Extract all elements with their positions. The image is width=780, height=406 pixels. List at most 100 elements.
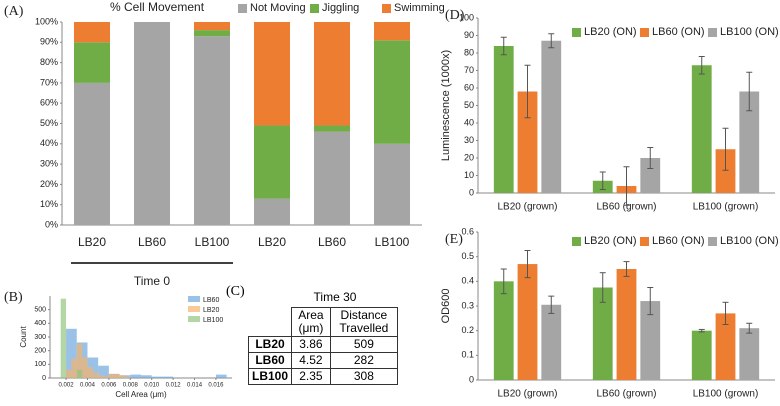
y-tick-label: 0.3 (461, 300, 474, 310)
table-panel: (C) Time 30 Area (μm) Distance Travelled L… (226, 284, 400, 385)
x-tick-label: LB100 (195, 235, 230, 249)
table-cell: LB20 (247, 336, 293, 353)
y-tick-label: 80 (464, 47, 474, 57)
histogram-bar (114, 373, 120, 378)
y-tick-label: 50% (40, 118, 58, 128)
table-cell: 4.52 (291, 352, 331, 369)
table: Area (μm) Distance Travelled LB20 3.86 509 LB… (247, 307, 399, 385)
histogram-bar (215, 374, 227, 378)
y-tick-label: 70 (464, 65, 474, 75)
legend-label: LB60 (203, 297, 219, 304)
y-tick-label: 0% (45, 219, 58, 229)
bar (616, 269, 637, 380)
y-tick-label: 60 (464, 82, 474, 92)
table-cell: 509 (329, 336, 399, 353)
histogram-bar (66, 369, 72, 378)
bar-segment (314, 125, 350, 132)
y-tick-label: 0.2 (461, 325, 474, 335)
bar-segment (254, 198, 290, 225)
legend-label: LB20 (ON) (584, 235, 637, 247)
legend-swatch (572, 237, 581, 246)
x-tick-label: LB20 (258, 235, 286, 249)
legend-swatch (188, 306, 200, 312)
histogram-bar (66, 328, 77, 378)
legend-label: Jiggling (322, 2, 359, 14)
legend-label: LB100 (203, 317, 223, 324)
legend-label: Not Moving (250, 2, 306, 14)
table-cell (248, 307, 293, 337)
x-tick-label: 0.012 (166, 383, 182, 389)
legend-swatch (572, 28, 581, 37)
legend-swatch (310, 4, 319, 13)
y-tick-label: 30 (464, 135, 474, 145)
x-tick-label: LB20 (grown) (497, 389, 557, 400)
bar-segment (194, 30, 230, 37)
y-tick-label: 0.6 (461, 226, 474, 236)
y-axis-label: Count (19, 326, 28, 348)
table-cell: LB60 (247, 352, 293, 369)
y-tick-label: 400 (34, 320, 46, 327)
x-tick-label: LB100 (375, 235, 410, 249)
y-tick-label: 0.4 (461, 276, 474, 286)
x-tick-label: LB20 (78, 235, 106, 249)
x-tick-label: LB60 (grown) (596, 202, 656, 213)
bar (715, 149, 736, 193)
y-tick-label: 90% (40, 37, 58, 47)
legend-label: LB20 (203, 307, 219, 314)
y-tick-label: 0.5 (461, 251, 474, 261)
y-axis-label: Luminescence (1000x) (440, 50, 452, 161)
group-label: Time 0 (134, 274, 171, 288)
legend-swatch (640, 28, 649, 37)
histogram-bar (141, 375, 152, 378)
y-tick-label: 100 (34, 361, 46, 368)
panel-label: (B) (4, 290, 23, 305)
histogram-bar (119, 375, 125, 378)
histogram-bar (124, 376, 131, 378)
bar-segment (314, 22, 350, 126)
legend-swatch (238, 4, 247, 13)
histogram-bar (92, 372, 99, 378)
bar-segment (374, 40, 410, 144)
bar (691, 65, 712, 193)
x-tick-label: LB20 (grown) (497, 202, 557, 213)
table-cell: 308 (329, 368, 399, 385)
legend-label: Swimming (394, 2, 445, 14)
y-tick-label: 100% (35, 16, 58, 26)
bar (691, 330, 712, 380)
y-tick-label: 40 (464, 117, 474, 127)
x-axis-label: Cell Area (μm) (115, 390, 167, 399)
bar (493, 281, 514, 380)
table-cell: Area (μm) (291, 307, 331, 337)
y-tick-label: 0 (469, 187, 474, 197)
bar (517, 264, 538, 380)
x-tick-label: LB60 (138, 235, 166, 249)
histogram-bar (76, 343, 83, 378)
histogram-bar (108, 373, 115, 378)
bar (541, 40, 562, 193)
y-tick-label: 90 (464, 30, 474, 40)
bar (541, 304, 562, 380)
x-tick-label: LB100 (grown) (693, 202, 759, 213)
y-tick-label: 10 (464, 170, 474, 180)
y-axis-label: OD600 (440, 289, 452, 324)
legend-label: LB60 (ON) (652, 235, 705, 247)
bar (493, 46, 514, 193)
panel-label: (C) (226, 284, 245, 299)
chart-title: % Cell Movement (110, 0, 205, 14)
y-tick-label: 0.1 (461, 350, 474, 360)
legend-label: LB100 (ON) (720, 235, 779, 247)
bar (739, 91, 760, 193)
histogram-bar (60, 298, 67, 378)
histogram-bar (151, 376, 163, 378)
table-cell: 2.35 (291, 368, 331, 385)
histogram-bar (76, 369, 83, 378)
table-cell: 3.86 (291, 336, 331, 353)
x-tick-label: 0.006 (101, 383, 117, 389)
table-caption: Time 30 (313, 290, 357, 304)
panel-label: (A) (4, 4, 24, 19)
bar-segment (374, 143, 410, 225)
bar-segment (194, 36, 230, 226)
y-tick-label: 0 (469, 374, 474, 384)
